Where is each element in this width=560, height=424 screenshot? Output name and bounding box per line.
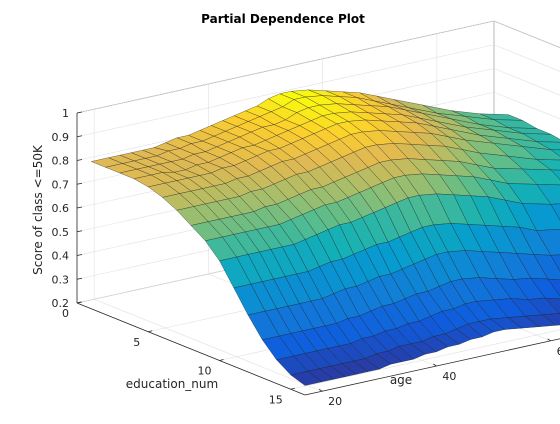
z-tick-label: 0.3 — [52, 273, 70, 286]
z-tick-label: 0.5 — [52, 226, 70, 239]
x-axis-label: age — [390, 373, 412, 387]
back-top-edge — [494, 21, 560, 113]
z-tick-label: 0.4 — [52, 250, 70, 263]
x-tick-label: 20 — [328, 395, 342, 408]
z-tick-label: 0.8 — [52, 155, 70, 168]
x-tick-label: 40 — [442, 370, 456, 383]
y-tick-label: 5 — [133, 336, 140, 349]
y-tick-label: 10 — [198, 365, 212, 378]
z-tick-mark — [77, 278, 82, 279]
z-tick-mark — [77, 231, 82, 232]
grid-line — [494, 21, 560, 113]
z-tick-mark — [77, 112, 82, 113]
z-tick-label: 1 — [62, 107, 69, 120]
y-axis-label: education_num — [126, 377, 218, 391]
y-tick-label: 15 — [269, 393, 283, 406]
x-tick-label: 60 — [557, 345, 560, 358]
z-tick-mark — [77, 136, 82, 137]
z-tick-mark — [77, 183, 82, 184]
z-tick-mark — [77, 207, 82, 208]
surface-mesh — [91, 90, 560, 386]
z-tick-label: 0.6 — [52, 202, 70, 215]
y-tick-label: 0 — [62, 307, 69, 320]
z-tick-mark — [77, 255, 82, 256]
chart-title: Partial Dependence Plot — [201, 12, 365, 26]
y-tick-mark — [291, 388, 295, 389]
z-tick-label: 0.7 — [52, 178, 70, 191]
y-tick-mark — [220, 360, 224, 361]
y-tick-mark — [148, 331, 152, 332]
z-axis-label: Score of class <=50K — [31, 144, 45, 275]
z-tick-label: 0.9 — [52, 131, 70, 144]
z-tick-mark — [77, 160, 82, 161]
y-tick-mark — [77, 302, 81, 303]
